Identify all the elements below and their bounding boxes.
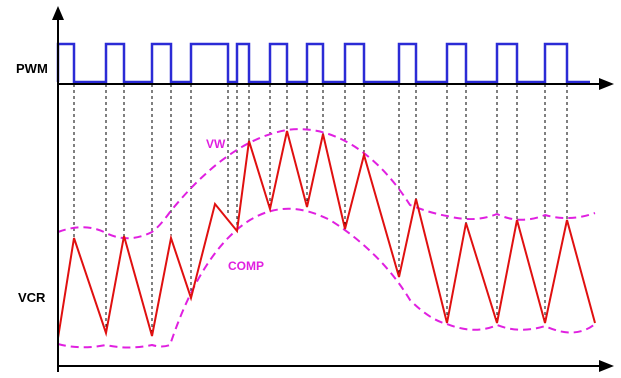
- vcr-label: VCR: [18, 290, 46, 305]
- vcr-triangle-wave: [57, 130, 596, 339]
- lower-envelope-curve: [57, 207, 596, 349]
- pwm-pulse-train: [56, 42, 590, 84]
- vertical-axis-arrowhead: [52, 6, 64, 20]
- comp-label: COMP: [228, 259, 264, 273]
- vw-label: VW: [206, 137, 226, 151]
- pwm-label: PWM: [16, 61, 48, 76]
- upper-envelope-curve: [57, 128, 596, 240]
- edge-guide-lines: [73, 84, 568, 336]
- pwm-time-axis-arrowhead: [599, 78, 614, 90]
- vcr-time-axis-arrowhead: [599, 360, 614, 372]
